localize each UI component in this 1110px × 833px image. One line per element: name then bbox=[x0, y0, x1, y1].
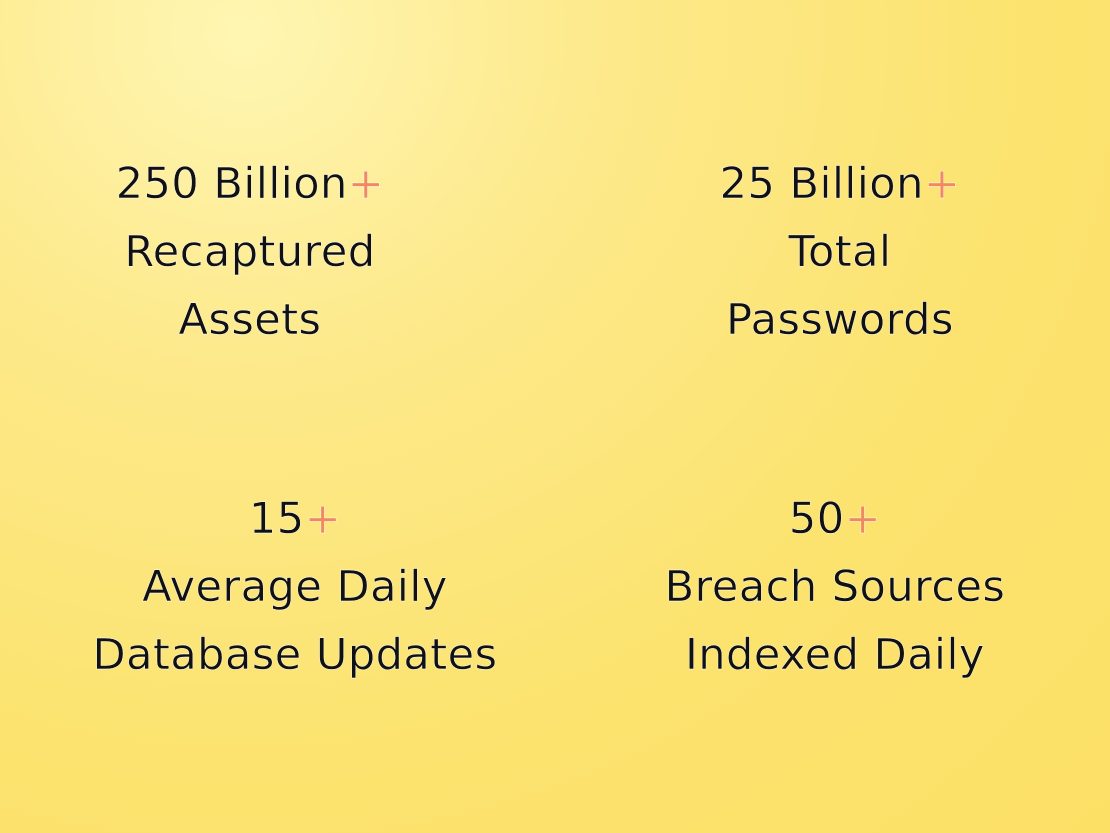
stat-number: 50 bbox=[788, 494, 845, 544]
stat-daily-database-updates: 15+ Average Daily Database Updates bbox=[45, 485, 545, 689]
stat-label-line: Database Updates bbox=[92, 630, 498, 680]
stat-number: 250 Billion bbox=[115, 159, 348, 209]
stat-label-line: Recaptured bbox=[124, 227, 376, 277]
plus-sign: + bbox=[347, 159, 385, 209]
stat-value: 250 Billion+ bbox=[0, 150, 500, 218]
plus-sign: + bbox=[844, 494, 882, 544]
stat-label-line: Indexed Daily bbox=[685, 630, 985, 680]
stat-label-line: Average Daily bbox=[142, 562, 448, 612]
stat-label-line: Breach Sources bbox=[664, 562, 1006, 612]
stat-number: 15 bbox=[248, 494, 305, 544]
stat-total-passwords: 25 Billion+ Total Passwords bbox=[590, 150, 1090, 354]
stat-recaptured-assets: 250 Billion+ Recaptured Assets bbox=[0, 150, 500, 354]
stat-value: 50+ bbox=[585, 485, 1085, 553]
stat-number: 25 Billion bbox=[719, 159, 924, 209]
stat-label-line: Assets bbox=[178, 295, 322, 345]
stat-label-line: Passwords bbox=[726, 295, 954, 345]
plus-sign: + bbox=[304, 494, 342, 544]
stat-breach-sources: 50+ Breach Sources Indexed Daily bbox=[585, 485, 1085, 689]
stat-value: 25 Billion+ bbox=[590, 150, 1090, 218]
plus-sign: + bbox=[923, 159, 961, 209]
stat-value: 15+ bbox=[45, 485, 545, 553]
stat-label-line: Total bbox=[788, 227, 892, 277]
